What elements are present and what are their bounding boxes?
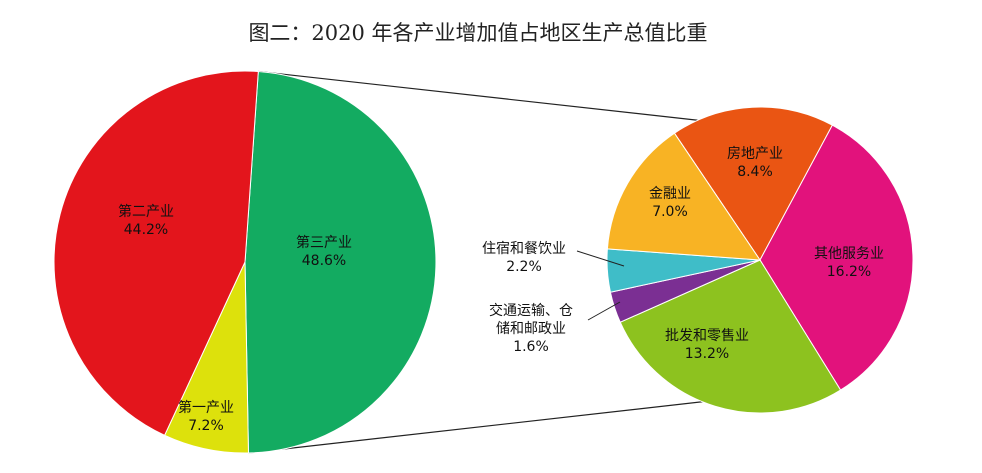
detail-pie xyxy=(606,106,914,414)
label-detail-2-line: 批发和零售业 xyxy=(665,328,749,344)
label-detail-2-line: 13.2% xyxy=(685,346,729,362)
label-detail-3-line: 1.6% xyxy=(513,339,549,355)
label-detail-3: 交通运输、仓储和邮政业 1.6% xyxy=(489,302,573,355)
label-detail-2: 批发和零售业 13.2% xyxy=(665,328,749,362)
label-detail-5-line: 7.0% xyxy=(652,204,688,220)
label-main-1-line: 7.2% xyxy=(188,418,224,434)
label-main-0-line: 48.6% xyxy=(302,253,346,269)
label-detail-1-line: 16.2% xyxy=(827,264,871,280)
label-detail-0-line: 房地产业 xyxy=(727,146,783,162)
main-pie-slice-2 xyxy=(53,70,259,436)
label-main-1-line: 第一产业 xyxy=(178,399,234,416)
label-main-2-line: 44.2% xyxy=(124,222,168,238)
main-pie-slice-0 xyxy=(244,70,437,454)
label-detail-4-line: 住宿和餐饮业 xyxy=(482,240,566,257)
label-main-1: 第一产业 7.2% xyxy=(178,399,234,434)
label-main-2-line: 第二产业 xyxy=(118,203,174,220)
leader-line-4 xyxy=(576,250,625,267)
main-pie xyxy=(53,70,437,454)
label-detail-1: 其他服务业 16.2% xyxy=(814,246,884,280)
detail-pie-slice-0 xyxy=(673,106,834,261)
label-detail-4: 住宿和餐饮业 2.2% xyxy=(482,240,566,275)
label-detail-0: 房地产业 8.4% xyxy=(727,146,783,180)
leader-line-3 xyxy=(587,301,621,321)
label-detail-1-line: 其他服务业 xyxy=(814,246,884,262)
label-detail-4-line: 2.2% xyxy=(506,259,542,275)
label-detail-3-line: 交通运输、仓 xyxy=(489,302,573,319)
chart-title: 图二：2020 年各产业增加值占地区生产总值比重 xyxy=(248,21,707,45)
label-detail-3-line: 储和邮政业 xyxy=(496,321,566,337)
label-main-2: 第二产业 44.2% xyxy=(118,203,174,238)
connector-line-top xyxy=(258,70,698,121)
detail-pie-slice-1 xyxy=(759,124,914,391)
label-detail-5: 金融业 7.0% xyxy=(649,186,691,220)
label-detail-0-line: 8.4% xyxy=(737,164,773,180)
labels: 第三产业 48.6% 第一产业 7.2% 第二产业 44.2% 房地产业 8.4% 其他服务业 1… xyxy=(118,146,884,434)
label-main-0: 第三产业 48.6% xyxy=(296,234,352,269)
detail-pie-slice-5 xyxy=(606,132,761,261)
label-detail-5-line: 金融业 xyxy=(649,186,691,202)
label-main-0-line: 第三产业 xyxy=(296,234,352,251)
